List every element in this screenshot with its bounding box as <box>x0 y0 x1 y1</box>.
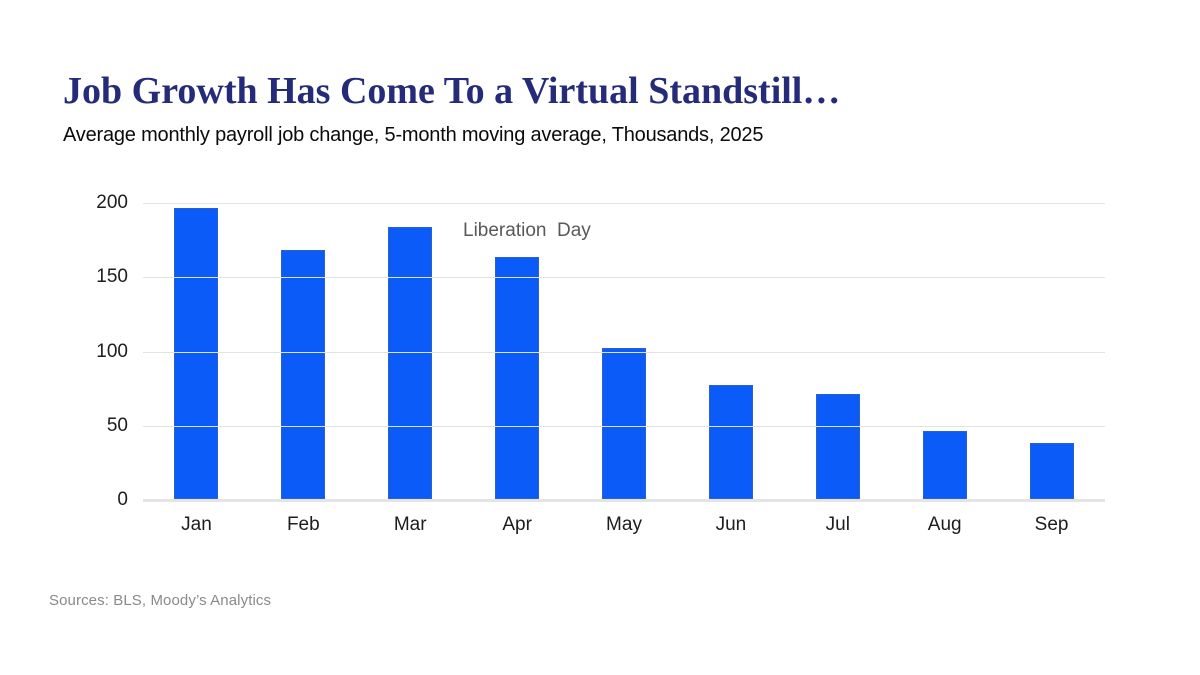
bar-column <box>784 202 891 499</box>
bar-column <box>143 202 250 499</box>
bar-apr <box>495 256 540 499</box>
gridline <box>143 203 1105 204</box>
bar-may <box>602 347 646 499</box>
bar-jan <box>174 207 219 499</box>
x-tick-label: Sep <box>1034 514 1069 535</box>
bar-aug <box>922 430 967 499</box>
bar-column <box>357 202 464 499</box>
bar-series <box>143 202 1105 499</box>
y-axis: 0 50 100 150 200 <box>58 192 128 510</box>
bar-mar <box>388 227 433 499</box>
x-tick-label: Apr <box>502 514 532 535</box>
y-tick-label: 150 <box>96 266 128 288</box>
gridline <box>143 499 1105 502</box>
x-axis: Jan Feb Mar Apr May Jun Jul Aug Sep <box>143 514 1105 536</box>
y-tick-label: 50 <box>106 414 128 436</box>
annotation-liberation-day: Liberation Day <box>463 220 591 241</box>
bar-column <box>571 202 678 499</box>
bar-jun <box>708 384 753 499</box>
chart-subtitle: Average monthly payroll job change, 5-mo… <box>63 124 764 146</box>
y-tick-label: 100 <box>96 340 128 362</box>
bar-feb <box>281 249 326 499</box>
y-tick-label: 200 <box>96 192 128 213</box>
gridline <box>143 351 1105 353</box>
x-tick-label: Aug <box>927 514 962 535</box>
bar-column <box>891 202 998 499</box>
x-tick-label: Jun <box>715 514 747 535</box>
plot-area <box>143 202 1105 502</box>
bar-column <box>998 202 1105 499</box>
x-tick-label: Jul <box>825 514 850 535</box>
sources-note: Sources: BLS, Moody’s Analytics <box>49 592 272 609</box>
bar-jul <box>815 393 860 499</box>
x-tick-label: Jan <box>181 514 212 535</box>
y-tick-label: 0 <box>117 489 128 510</box>
bar-column <box>250 202 357 499</box>
gridline <box>143 277 1105 279</box>
chart-title: Job Growth Has Come To a Virtual Standst… <box>63 70 841 112</box>
bar-column <box>677 202 784 499</box>
x-tick-label: Feb <box>286 514 320 535</box>
x-tick-label: May <box>606 514 642 535</box>
x-tick-label: Mar <box>393 514 427 535</box>
bar-sep <box>1029 442 1074 499</box>
bar-column <box>464 202 571 499</box>
gridline <box>143 425 1105 427</box>
